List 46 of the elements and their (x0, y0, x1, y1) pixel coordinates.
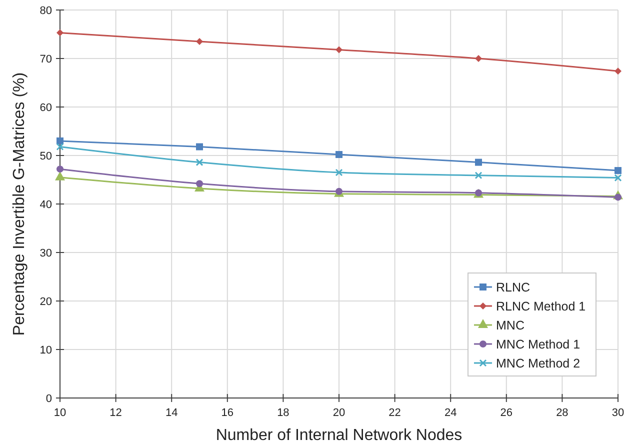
point (614, 194, 622, 201)
x-tick-label: 26 (500, 407, 513, 419)
x-tick-label: 10 (54, 407, 66, 419)
y-tick-label: 70 (40, 54, 52, 66)
x-tick-label: 28 (556, 407, 568, 419)
point (56, 143, 64, 151)
x-axis-title: Number of Internal Network Nodes (216, 427, 462, 444)
point (335, 168, 343, 176)
y-tick-label: 10 (40, 344, 52, 356)
legend-label: MNC Method 2 (496, 356, 580, 370)
y-tick-label: 20 (40, 296, 52, 308)
y-tick-label: 40 (40, 199, 52, 211)
legend-label: RLNC (496, 280, 530, 294)
point (56, 166, 64, 173)
y-tick-label: 50 (40, 150, 52, 162)
point (55, 171, 65, 180)
x-tick-label: 24 (444, 407, 457, 419)
y-tick-label: 30 (40, 248, 52, 260)
x-tick-label: 16 (221, 407, 234, 419)
legend-label: RLNC Method 1 (496, 300, 586, 314)
point (196, 158, 204, 166)
point (196, 180, 203, 188)
point (56, 137, 64, 144)
legend-label: MNC (496, 318, 524, 332)
point (614, 167, 622, 174)
point (475, 158, 482, 166)
x-tick-label: 20 (332, 407, 346, 419)
point (196, 38, 203, 46)
y-tick-label: 0 (46, 393, 52, 405)
y-tick-label: 60 (40, 102, 52, 114)
point (336, 151, 342, 158)
point (336, 46, 342, 54)
point (474, 172, 482, 180)
x-tick-label: 12 (110, 407, 122, 419)
point (196, 143, 203, 150)
point (475, 55, 482, 62)
point (614, 174, 622, 182)
legend-label: MNC Method 1 (496, 338, 580, 352)
y-axis-title: Percentage Invertible G-Matrices (%) (11, 72, 28, 336)
x-tick-label: 30 (612, 407, 624, 419)
y-tick-label: 80 (40, 5, 52, 17)
x-tick-label: 18 (277, 407, 290, 419)
x-tick-label: 22 (388, 407, 401, 419)
point (614, 68, 622, 75)
x-tick-label: 14 (165, 407, 178, 419)
point (56, 29, 64, 36)
